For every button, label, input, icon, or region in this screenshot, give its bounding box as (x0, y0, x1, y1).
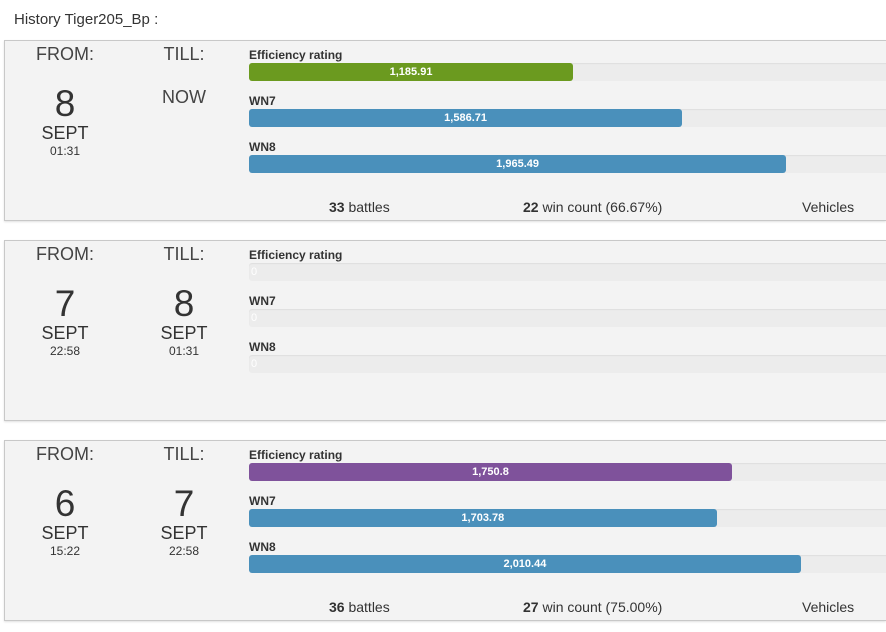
from-day: 6 (54, 483, 76, 524)
metric-wn8: WN8 1,965.49 (249, 139, 886, 185)
bar-track: 1,965.49 (249, 155, 886, 173)
metric-efficiency: Efficiency rating 1,185.91 (249, 47, 886, 93)
efficiency-bar: 1,185.91 (249, 63, 574, 81)
metric-wn7: WN7 1,703.78 (249, 493, 886, 539)
efficiency-bar: 1,750.8 (249, 463, 732, 481)
battles-label: battles (348, 199, 390, 215)
session-panel: FROM: 6 SEPT 15:22 TILL: 7 SEPT 22:58 Ef… (4, 440, 886, 621)
metric-wn8: WN8 0 (249, 339, 886, 385)
battles-stat: 33 battles (329, 199, 390, 215)
till-month: SEPT (160, 323, 208, 343)
till-month: SEPT (160, 523, 208, 543)
metric-label: WN8 (249, 340, 276, 354)
metric-label: Efficiency rating (249, 248, 343, 262)
till-label: TILL: (163, 44, 205, 64)
from-day: 8 (54, 83, 76, 124)
page-title: History Tiger205_Bp : (14, 11, 159, 28)
battles-count: 33 (329, 199, 345, 215)
vehicles-link[interactable]: Vehicles (802, 599, 855, 615)
vehicles-link[interactable]: Vehicles (802, 199, 855, 215)
from-label: FROM: (36, 44, 94, 64)
metrics: Efficiency rating 0 WN7 0 WN8 0 (249, 247, 886, 385)
till-time: 22:58 (168, 544, 200, 558)
wins-count: 22 (523, 199, 539, 215)
metric-wn7: WN7 1,586.71 (249, 93, 886, 139)
metric-label: WN7 (249, 494, 276, 508)
bar-track: 0 (249, 263, 886, 281)
wn8-bar: 1,965.49 (249, 155, 787, 173)
metrics: Efficiency rating 1,750.8 WN7 1,703.78 W… (249, 447, 886, 585)
metric-label: Efficiency rating (249, 48, 343, 62)
till-label: TILL: (163, 244, 205, 264)
from-month: SEPT (41, 523, 89, 543)
session-panel: FROM: 7 SEPT 22:58 TILL: 8 SEPT 01:31 Ef… (4, 240, 886, 421)
bar-track: 1,703.78 (249, 509, 886, 527)
efficiency-zero-value: 0 (251, 266, 258, 278)
metric-efficiency: Efficiency rating 0 (249, 247, 886, 293)
from-time: 22:58 (49, 344, 81, 358)
bar-track: 0 (249, 355, 886, 373)
bar-track: 1,750.8 (249, 463, 886, 481)
from-day: 7 (54, 283, 76, 324)
till-day: 7 (173, 483, 195, 524)
from-time: 15:22 (49, 544, 81, 558)
battles-stat: 36 battles (329, 599, 390, 615)
battles-count: 36 (329, 599, 345, 615)
bar-track: 0 (249, 309, 886, 327)
till-label: TILL: (163, 444, 205, 464)
till-time: 01:31 (168, 344, 200, 358)
wins-label: win count (542, 199, 602, 215)
from-label: FROM: (36, 244, 94, 264)
wins-stat: 27 win count (75.00%) (523, 599, 662, 615)
wins-count: 27 (523, 599, 539, 615)
metric-label: WN8 (249, 140, 276, 154)
metric-label: WN8 (249, 540, 276, 554)
till-now: NOW (162, 87, 206, 107)
wins-stat: 22 win count (66.67%) (523, 199, 662, 215)
win-percent: (75.00%) (605, 599, 663, 615)
wins-label: win count (542, 599, 602, 615)
wn7-bar: 1,703.78 (249, 509, 717, 527)
wn7-bar: 1,586.71 (249, 109, 683, 127)
metric-wn8: WN8 2,010.44 (249, 539, 886, 585)
wn8-bar: 2,010.44 (249, 555, 801, 573)
metric-efficiency: Efficiency rating 1,750.8 (249, 447, 886, 493)
bar-track: 1,185.91 (249, 63, 886, 81)
battles-label: battles (348, 599, 390, 615)
metric-wn7: WN7 0 (249, 293, 886, 339)
metric-label: Efficiency rating (249, 448, 343, 462)
from-month: SEPT (41, 323, 89, 343)
bar-track: 2,010.44 (249, 555, 886, 573)
metric-label: WN7 (249, 294, 276, 308)
till-day: 8 (173, 283, 195, 324)
win-percent: (66.67%) (605, 199, 663, 215)
metrics: Efficiency rating 1,185.91 WN7 1,586.71 … (249, 47, 886, 185)
session-panel: FROM: 8 SEPT 01:31 TILL: NOW Efficiency … (4, 40, 886, 221)
wn8-zero-value: 0 (251, 358, 258, 370)
from-month: SEPT (41, 123, 89, 143)
bar-track: 1,586.71 (249, 109, 886, 127)
from-label: FROM: (36, 444, 94, 464)
from-time: 01:31 (49, 144, 81, 158)
metric-label: WN7 (249, 94, 276, 108)
wn7-zero-value: 0 (251, 312, 258, 324)
